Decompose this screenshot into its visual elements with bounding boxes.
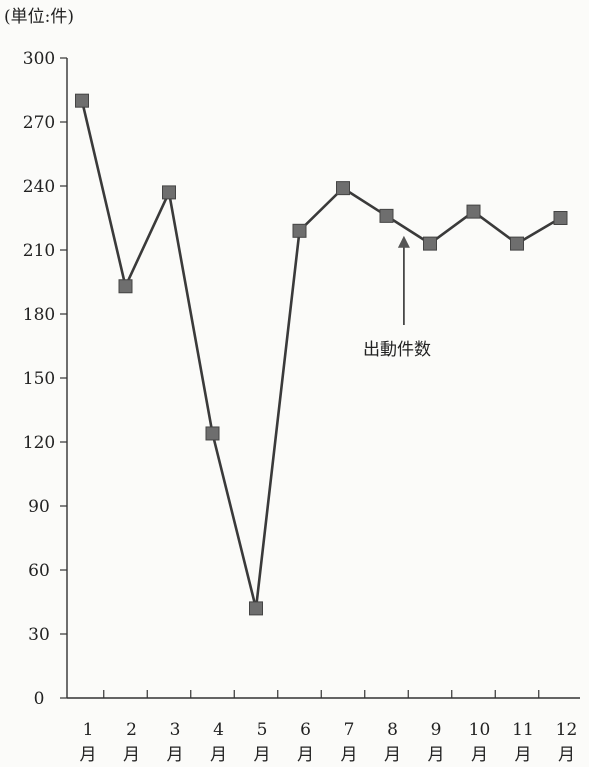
data-point-marker — [553, 211, 568, 225]
data-point-marker — [510, 236, 524, 251]
x-tick-label-suffix: 月 — [384, 745, 401, 765]
y-axis: 0 30 60 90 120 150 180 210 240 270 300 — [23, 49, 68, 709]
annotation-arrow-head — [397, 235, 410, 248]
data-markers — [75, 93, 568, 616]
x-tick-label-number: 7 — [344, 720, 355, 740]
x-tick-label-suffix: 月 — [254, 745, 271, 765]
y-tick-label: 60 — [28, 561, 50, 581]
annotation-label: 出動件数 — [363, 340, 431, 360]
x-tick-label-number: 6 — [300, 720, 311, 740]
x-tick-label-suffix: 月 — [471, 745, 488, 765]
series-line — [80, 100, 562, 610]
x-tick-label-number: 3 — [170, 720, 181, 740]
data-point-marker — [423, 236, 437, 251]
data-point-marker — [75, 93, 89, 108]
y-tick-label: 270 — [23, 113, 55, 133]
x-tick-label-suffix: 月 — [558, 745, 575, 765]
y-tick-label: 90 — [28, 497, 50, 517]
x-tick-label-suffix: 月 — [428, 745, 445, 765]
x-tick-label-suffix: 月 — [515, 745, 532, 765]
x-tick-label-number: 5 — [257, 720, 268, 740]
x-tick-label-suffix: 月 — [341, 745, 358, 765]
x-tick-label-number: 8 — [387, 720, 398, 740]
x-tick-label-suffix: 月 — [80, 745, 97, 765]
x-tick-label-number: 9 — [431, 720, 442, 740]
x-tick-label-number: 4 — [213, 720, 224, 740]
data-point-marker — [292, 223, 307, 238]
data-point-marker — [466, 204, 481, 219]
x-tick-label-suffix: 月 — [210, 745, 227, 765]
unit-label: (単位:件) — [4, 7, 74, 27]
x-tick-label-suffix: 月 — [167, 745, 184, 765]
data-point-marker — [379, 208, 394, 223]
data-point-marker — [336, 181, 350, 196]
y-tick-label: 300 — [23, 49, 55, 69]
x-tick-label-number: 11 — [512, 720, 534, 740]
y-tick-label: 180 — [23, 305, 55, 325]
x-tick-label-suffix: 月 — [297, 745, 314, 765]
y-tick-label: 30 — [28, 625, 50, 645]
x-tick-label-number: 12 — [556, 720, 578, 740]
x-axis: 1 月 2 月 3 月 4 月 5 月 6 月 7 月 8 月 9 月 10 月 11 月 12 月 — [67, 690, 580, 765]
y-tick-label: 120 — [23, 433, 55, 453]
data-point-marker — [249, 601, 263, 616]
y-tick-label: 0 — [34, 689, 45, 709]
x-tick-label-number: 10 — [469, 720, 491, 740]
y-tick-label: 240 — [23, 177, 55, 197]
y-tick-label: 210 — [23, 241, 55, 261]
data-point-marker — [205, 426, 220, 441]
data-point-marker — [118, 279, 133, 294]
data-point-marker — [162, 185, 176, 200]
annotation: 出動件数 — [363, 235, 431, 360]
x-tick-label-number: 1 — [83, 720, 94, 740]
data-series-line — [80, 100, 562, 610]
x-tick-label-suffix: 月 — [123, 745, 140, 765]
y-tick-label: 150 — [23, 369, 55, 389]
x-tick-label-number: 2 — [126, 720, 137, 740]
